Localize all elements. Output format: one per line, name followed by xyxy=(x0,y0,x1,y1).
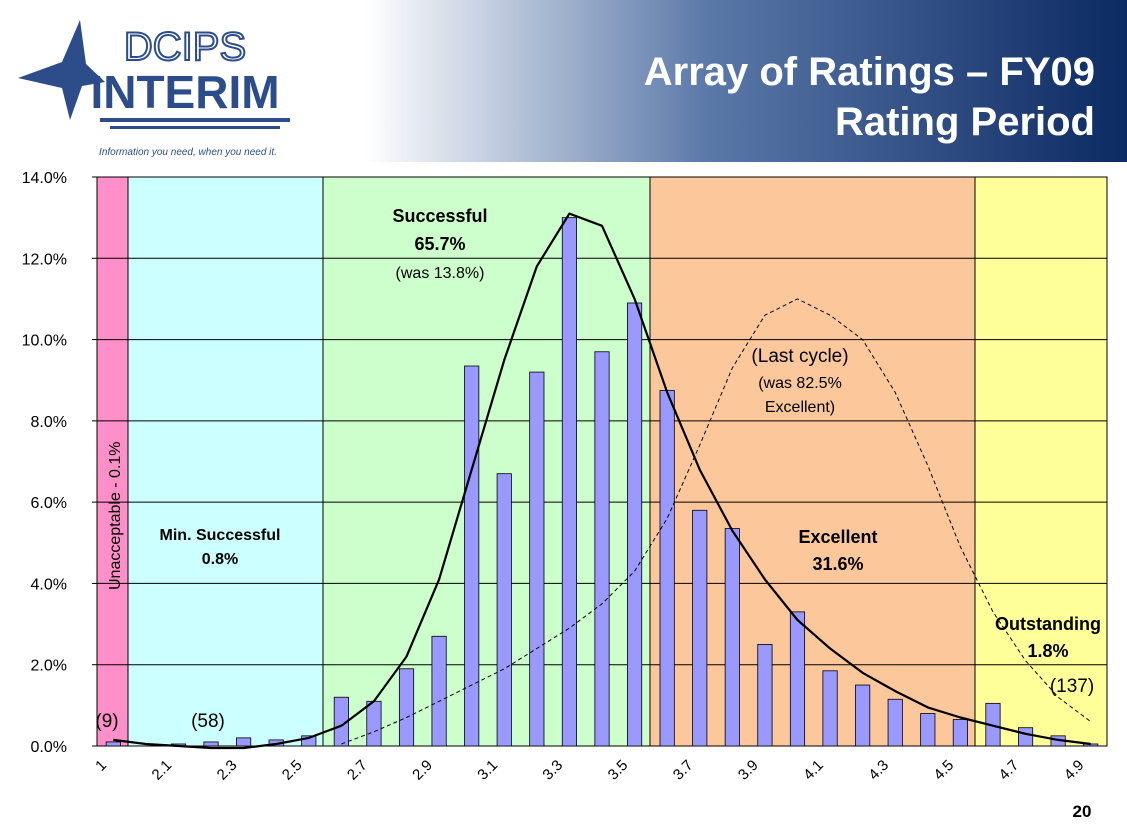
y-tick-label: 6.0% xyxy=(31,495,67,512)
annotation: Outstanding xyxy=(995,614,1101,634)
page-number: 20 xyxy=(1073,802,1092,821)
bar xyxy=(464,365,480,747)
curve xyxy=(113,212,1091,750)
logo-main: INTERIM xyxy=(90,66,279,118)
bar xyxy=(105,741,121,747)
x-tick-label: 2.1 xyxy=(149,757,176,784)
annotation: 65.7% xyxy=(414,234,465,254)
header-band xyxy=(365,0,1127,162)
bar xyxy=(594,351,610,747)
x-tick-label: 3.9 xyxy=(735,757,762,784)
bar xyxy=(952,719,968,747)
bar xyxy=(431,635,447,747)
bar xyxy=(301,735,317,747)
bar xyxy=(692,509,708,747)
annotation: (58) xyxy=(191,711,225,732)
x-tick-label: 4.3 xyxy=(865,757,892,784)
x-tick-label: 4.7 xyxy=(996,757,1023,784)
bar xyxy=(659,389,675,747)
annotation: 31.6% xyxy=(812,554,863,574)
x-tick-label: 3.5 xyxy=(605,757,632,784)
x-tick-label: 1 xyxy=(92,757,110,775)
logo-rule xyxy=(100,118,290,122)
y-tick-label: 14.0% xyxy=(22,170,67,187)
title: Array of Ratings – FY09 xyxy=(644,50,1095,94)
y-tick-label: 10.0% xyxy=(22,333,67,350)
bar xyxy=(398,668,415,747)
annotation: Excellent xyxy=(798,527,877,547)
annotation: 0.8% xyxy=(202,551,238,568)
annotation: Min. Successful xyxy=(160,527,281,544)
bar xyxy=(855,684,871,747)
x-tick-label: 4.1 xyxy=(800,757,827,784)
x-tick-label: 3.7 xyxy=(670,757,697,784)
x-tick-label: 4.9 xyxy=(1061,757,1088,784)
bar xyxy=(203,741,219,747)
bar xyxy=(822,670,838,747)
bar xyxy=(561,217,577,747)
x-tick-label: 2.5 xyxy=(279,757,306,784)
bar xyxy=(529,371,545,747)
y-tick-label: 0.0% xyxy=(31,739,67,756)
x-tick-label: 2.3 xyxy=(214,757,241,784)
annotation: (Last cycle) xyxy=(751,346,848,367)
annotation: (was 13.8%) xyxy=(396,265,485,282)
x-tick-label: 3.1 xyxy=(474,757,501,784)
bar xyxy=(366,700,382,747)
annotation: (was 82.5% xyxy=(758,375,842,392)
y-tick-label: 12.0% xyxy=(22,251,67,268)
y-tick-label: 4.0% xyxy=(31,576,67,593)
annotation: 1.8% xyxy=(1027,641,1068,661)
bar xyxy=(757,643,773,747)
annotation: Excellent) xyxy=(765,399,835,416)
x-tick-label: 3.3 xyxy=(539,757,566,784)
title: Rating Period xyxy=(835,100,1095,144)
bar xyxy=(1083,743,1099,747)
region-unacceptable xyxy=(96,176,129,747)
bar xyxy=(887,698,903,747)
curve xyxy=(341,298,1091,745)
x-tick-label: 2.7 xyxy=(344,757,371,784)
bar xyxy=(1017,727,1034,747)
region-min-successful xyxy=(127,176,324,747)
region-outstanding xyxy=(974,176,1108,747)
bar xyxy=(789,611,806,747)
annotation: Successful xyxy=(392,206,487,226)
bar xyxy=(724,528,740,747)
annotation: (137) xyxy=(1050,676,1094,697)
annotation: (9) xyxy=(95,711,118,732)
logo-rule xyxy=(110,126,280,129)
y-tick-label: 8.0% xyxy=(31,414,67,431)
bar xyxy=(236,737,252,747)
bar xyxy=(496,473,512,747)
logo-tagline: Information you need, when you need it. xyxy=(99,147,277,158)
logo-top: DCIPS xyxy=(124,25,246,69)
logo-star xyxy=(18,20,105,120)
annotation: Unacceptable - 0.1% xyxy=(107,441,124,590)
x-tick-label: 2.9 xyxy=(409,757,436,784)
bar xyxy=(920,713,936,747)
x-tick-label: 4.5 xyxy=(930,757,957,784)
bar xyxy=(627,302,643,747)
y-tick-label: 2.0% xyxy=(31,658,67,675)
